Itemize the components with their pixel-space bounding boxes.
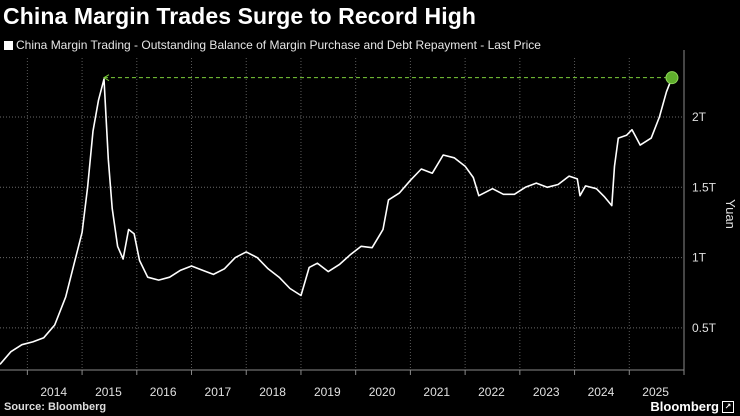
series-line: [0, 77, 673, 365]
x-tick-label: 2016: [150, 385, 177, 399]
x-tick-label: 2015: [95, 385, 122, 399]
x-tick-label: 2014: [40, 385, 67, 399]
legend-swatch: [4, 40, 13, 50]
x-tick-label: 2018: [259, 385, 286, 399]
x-tick-label: 2023: [533, 385, 560, 399]
x-tick-label: 2021: [423, 385, 450, 399]
brand-name: Bloomberg: [650, 399, 719, 414]
y-tick-label: 1.5T: [692, 180, 717, 194]
x-tick-label: 2017: [205, 385, 232, 399]
y-tick-label: 0.5T: [692, 321, 717, 335]
y-axis-title: Yuan: [723, 199, 738, 229]
x-tick-label: 2022: [478, 385, 505, 399]
brand-logo: Bloomberg ↗: [650, 399, 734, 414]
x-tick-label: 2025: [642, 385, 669, 399]
x-tick-label: 2024: [588, 385, 615, 399]
reference-arrow-icon: [102, 74, 110, 82]
chart-title: China Margin Trades Surge to Record High: [3, 3, 477, 29]
source-note: Source: Bloomberg: [4, 401, 107, 413]
x-tick-label: 2020: [369, 385, 396, 399]
x-tick-label: 2019: [314, 385, 341, 399]
record-high-marker: [665, 71, 679, 85]
legend-label: China Margin Trading - Outstanding Balan…: [16, 38, 541, 52]
legend: China Margin Trading - Outstanding Balan…: [4, 38, 541, 52]
y-tick-label: 1T: [692, 251, 707, 265]
y-tick-label: 2T: [692, 110, 707, 124]
brand-badge-icon: ↗: [722, 400, 734, 413]
